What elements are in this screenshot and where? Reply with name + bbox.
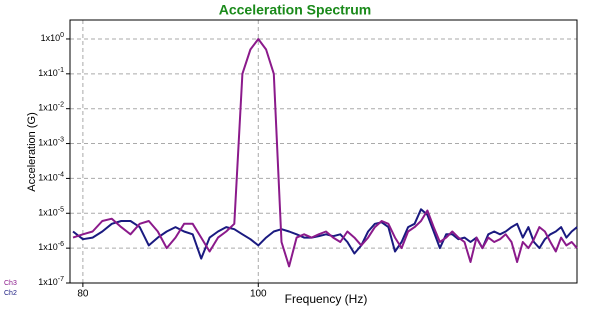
- y-tick-label: 1x10-7: [38, 276, 64, 288]
- y-tick-label-base: 1x10: [38, 103, 58, 113]
- y-tick-label-exponent: -6: [58, 241, 64, 248]
- y-tick-label-base: 1x10: [38, 173, 58, 183]
- legend-entry: Ch2: [4, 290, 17, 297]
- series-line: [72, 38, 578, 268]
- y-tick-label-base: 1x10: [38, 68, 58, 78]
- y-tick-label: 1x10-5: [38, 206, 64, 218]
- y-tick-label: 1x10-6: [38, 241, 64, 253]
- x-axis-label: Frequency (Hz): [285, 292, 368, 306]
- y-tick-label: 1x10-1: [38, 67, 64, 79]
- y-tick-label-exponent: -5: [58, 206, 64, 213]
- y-tick-label-exponent: 0: [60, 32, 64, 39]
- y-tick-label-base: 1x10: [38, 138, 58, 148]
- y-tick-label-exponent: -4: [58, 171, 64, 178]
- y-tick-label: 1x10-4: [38, 171, 64, 183]
- y-tick-label-base: 1x10: [38, 208, 58, 218]
- legend-entry: Ch3: [4, 280, 17, 287]
- y-tick-label-exponent: -1: [58, 67, 64, 74]
- series-line: [72, 208, 578, 260]
- y-axis-label: Acceleration (G): [26, 112, 38, 191]
- y-tick-label-exponent: -3: [58, 136, 64, 143]
- chart-title: Acceleration Spectrum: [219, 2, 372, 18]
- y-tick-label-exponent: -2: [58, 102, 64, 109]
- x-tick-label: 100: [250, 289, 267, 300]
- x-tick-label: 80: [77, 289, 89, 300]
- y-tick-label: 1x10-2: [38, 102, 64, 114]
- plot-frame: [69, 19, 578, 284]
- y-tick-label-exponent: -7: [58, 276, 64, 283]
- y-tick-label: 1x100: [41, 32, 65, 44]
- y-tick-label-base: 1x10: [38, 243, 58, 253]
- y-tick-label-base: 1x10: [38, 277, 58, 287]
- y-tick-label-base: 1x10: [41, 33, 61, 43]
- y-tick-label: 1x10-3: [38, 136, 64, 148]
